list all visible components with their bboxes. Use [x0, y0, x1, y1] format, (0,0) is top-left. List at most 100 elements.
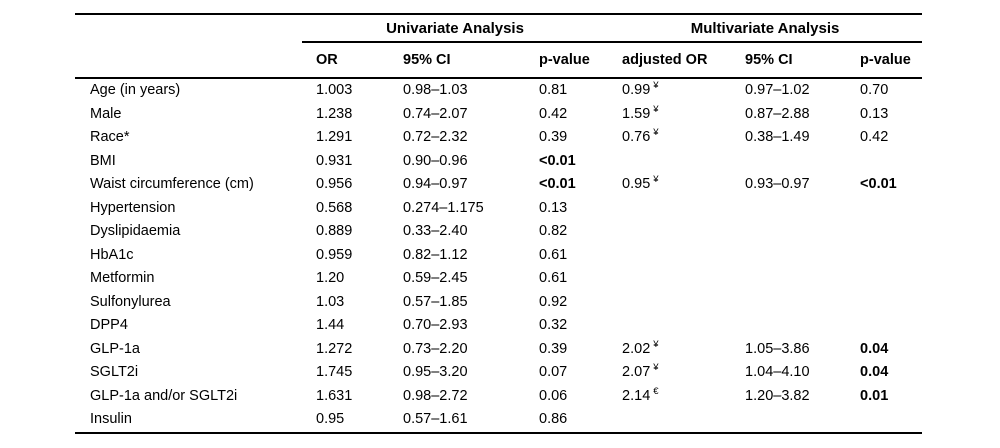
cell-ci: 0.73–2.20: [403, 340, 468, 357]
footnote-symbol: ¥: [653, 362, 659, 374]
cell-ci-2: [731, 150, 846, 174]
univariate-analysis-header: Univariate Analysis: [302, 14, 609, 43]
cell-adjusted-or: 2.07 ¥: [622, 362, 659, 380]
cell-ci: 0.90–0.96: [403, 152, 468, 169]
cell-ci-2: [731, 291, 846, 315]
cell-adjusted-or: [608, 267, 731, 291]
cell-pvalue-2: [846, 197, 922, 221]
cell-ci: 0.74–2.07: [403, 105, 468, 122]
empty-label-header-cell: [75, 42, 302, 79]
cell-ci: 0.98–2.72: [403, 387, 468, 404]
cell-pvalue: 0.61: [539, 246, 568, 263]
row-label: Age (in years): [90, 82, 181, 98]
cell-ci: 0.59–2.45: [403, 270, 468, 286]
cell-pvalue: 0.32: [539, 317, 568, 333]
table-row: GLP-1a and/or SGLT2i 1.631 0.98–2.72 0.06 2.…: [75, 385, 922, 409]
cell-ci-2: [731, 197, 846, 221]
table-row: HbA1c 0.959 0.82–1.12 0.61: [75, 244, 922, 268]
cell-pvalue: 0.92: [539, 293, 568, 310]
cell-adjusted-or: [608, 291, 731, 315]
column-header-row: OR 95% CI p-value adjusted OR 95% CI p-v…: [75, 42, 923, 79]
cell-pvalue: 0.13: [539, 199, 568, 216]
cell-or: 1.745: [316, 364, 353, 380]
cell-pvalue-2: 0.01: [860, 387, 889, 404]
row-label: Sulfonylurea: [90, 293, 171, 310]
cell-ci-2: 0.38–1.49: [745, 129, 810, 145]
col-header-pvalue: p-value: [525, 42, 609, 79]
cell-pvalue: 0.81: [539, 82, 568, 98]
cell-pvalue-2: [846, 267, 922, 291]
cell-or: 0.956: [316, 176, 353, 192]
cell-ci-2: 1.20–3.82: [745, 387, 810, 404]
cell-pvalue-2: 0.42: [860, 129, 889, 145]
cell-adjusted-or: 0.99 ¥: [622, 80, 659, 98]
cell-ci-2: [731, 244, 846, 268]
row-label: GLP-1a: [90, 340, 140, 357]
cell-pvalue-2: [846, 408, 922, 433]
cell-ci: 0.82–1.12: [403, 246, 468, 263]
table-row: Hypertension 0.568 0.274–1.175 0.13: [75, 197, 922, 221]
multivariate-analysis-header: Multivariate Analysis: [608, 14, 923, 43]
table-row: Metformin 1.20 0.59–2.45 0.61: [75, 267, 922, 291]
row-label: Dyslipidaemia: [90, 223, 181, 239]
cell-ci: 0.33–2.40: [403, 223, 468, 239]
cell-or: 1.20: [316, 270, 345, 286]
empty-corner-cell: [75, 14, 302, 42]
cell-pvalue: 0.61: [539, 270, 568, 286]
cell-or: 1.003: [316, 82, 353, 98]
col-header-adjusted-or: adjusted OR: [608, 42, 732, 79]
row-label: Insulin: [90, 411, 132, 427]
cell-pvalue-2: <0.01: [860, 176, 897, 192]
cell-adjusted-or: 2.14 €: [622, 385, 659, 404]
cell-ci: 0.95–3.20: [403, 364, 468, 380]
cell-pvalue: 0.07: [539, 364, 568, 380]
cell-adjusted-or: 2.02 ¥: [622, 338, 659, 357]
row-label: Race*: [90, 129, 130, 145]
cell-adjusted-or: 1.59 ¥: [622, 103, 659, 122]
cell-ci: 0.72–2.32: [403, 129, 468, 145]
col-header-ci-2: 95% CI: [731, 42, 847, 79]
cell-adjusted-or: [608, 197, 731, 221]
cell-ci: 0.274–1.175: [403, 199, 484, 216]
cell-pvalue: <0.01: [539, 176, 576, 192]
cell-adjusted-or: 0.95 ¥: [622, 174, 659, 192]
cell-pvalue-2: 0.70: [860, 82, 889, 98]
cell-ci-2: 1.04–4.10: [745, 364, 810, 380]
table-row: SGLT2i 1.745 0.95–3.20 0.07 2.07 ¥ 1.04–4.10 0.…: [75, 361, 922, 385]
cell-or: 1.03: [316, 293, 345, 310]
cell-pvalue-2: 0.13: [860, 105, 889, 122]
cell-ci: 0.70–2.93: [403, 317, 468, 333]
table-row: Waist circumference (cm) 0.956 0.94–0.97 <0…: [75, 173, 922, 197]
cell-pvalue: <0.01: [539, 152, 576, 169]
cell-adjusted-or: [608, 244, 731, 268]
footnote-symbol: €: [653, 385, 659, 397]
row-label: DPP4: [90, 317, 128, 333]
row-label: Male: [90, 105, 122, 122]
cell-adjusted-or: [608, 150, 731, 174]
col-header-pvalue-2: p-value: [846, 42, 923, 79]
footnote-symbol: ¥: [653, 127, 659, 139]
cell-adjusted-or: [608, 408, 731, 433]
table-row: Age (in years) 1.003 0.98–1.03 0.81 0.99 ¥ 0.9…: [75, 78, 922, 103]
cell-pvalue: 0.39: [539, 340, 568, 357]
cell-ci-2: [731, 220, 846, 244]
cell-pvalue-2: 0.04: [860, 364, 889, 380]
table-row: Insulin 0.95 0.57–1.61 0.86: [75, 408, 922, 433]
cell-pvalue: 0.39: [539, 129, 568, 145]
cell-or: 0.95: [316, 411, 345, 427]
cell-pvalue-2: [846, 150, 922, 174]
cell-pvalue: 0.06: [539, 387, 568, 404]
table-row: GLP-1a 1.272 0.73–2.20 0.39 2.02 ¥ 1.05–3.86 0.…: [75, 338, 922, 362]
cell-pvalue-2: [846, 244, 922, 268]
footnote-symbol: ¥: [653, 103, 659, 115]
row-label: Metformin: [90, 270, 155, 286]
row-label: BMI: [90, 152, 116, 169]
row-label: SGLT2i: [90, 364, 139, 380]
group-header-row: Univariate Analysis Multivariate Analysi…: [75, 14, 923, 43]
table-body: Age (in years) 1.003 0.98–1.03 0.81 0.99 ¥ 0.9…: [75, 78, 922, 433]
cell-or: 1.238: [316, 105, 353, 122]
table-row: Race* 1.291 0.72–2.32 0.39 0.76 ¥ 0.38–1.49 0.4…: [75, 126, 922, 150]
col-header-or: OR: [302, 42, 389, 79]
cell-or: 1.44: [316, 317, 345, 333]
cell-adjusted-or: [608, 220, 731, 244]
